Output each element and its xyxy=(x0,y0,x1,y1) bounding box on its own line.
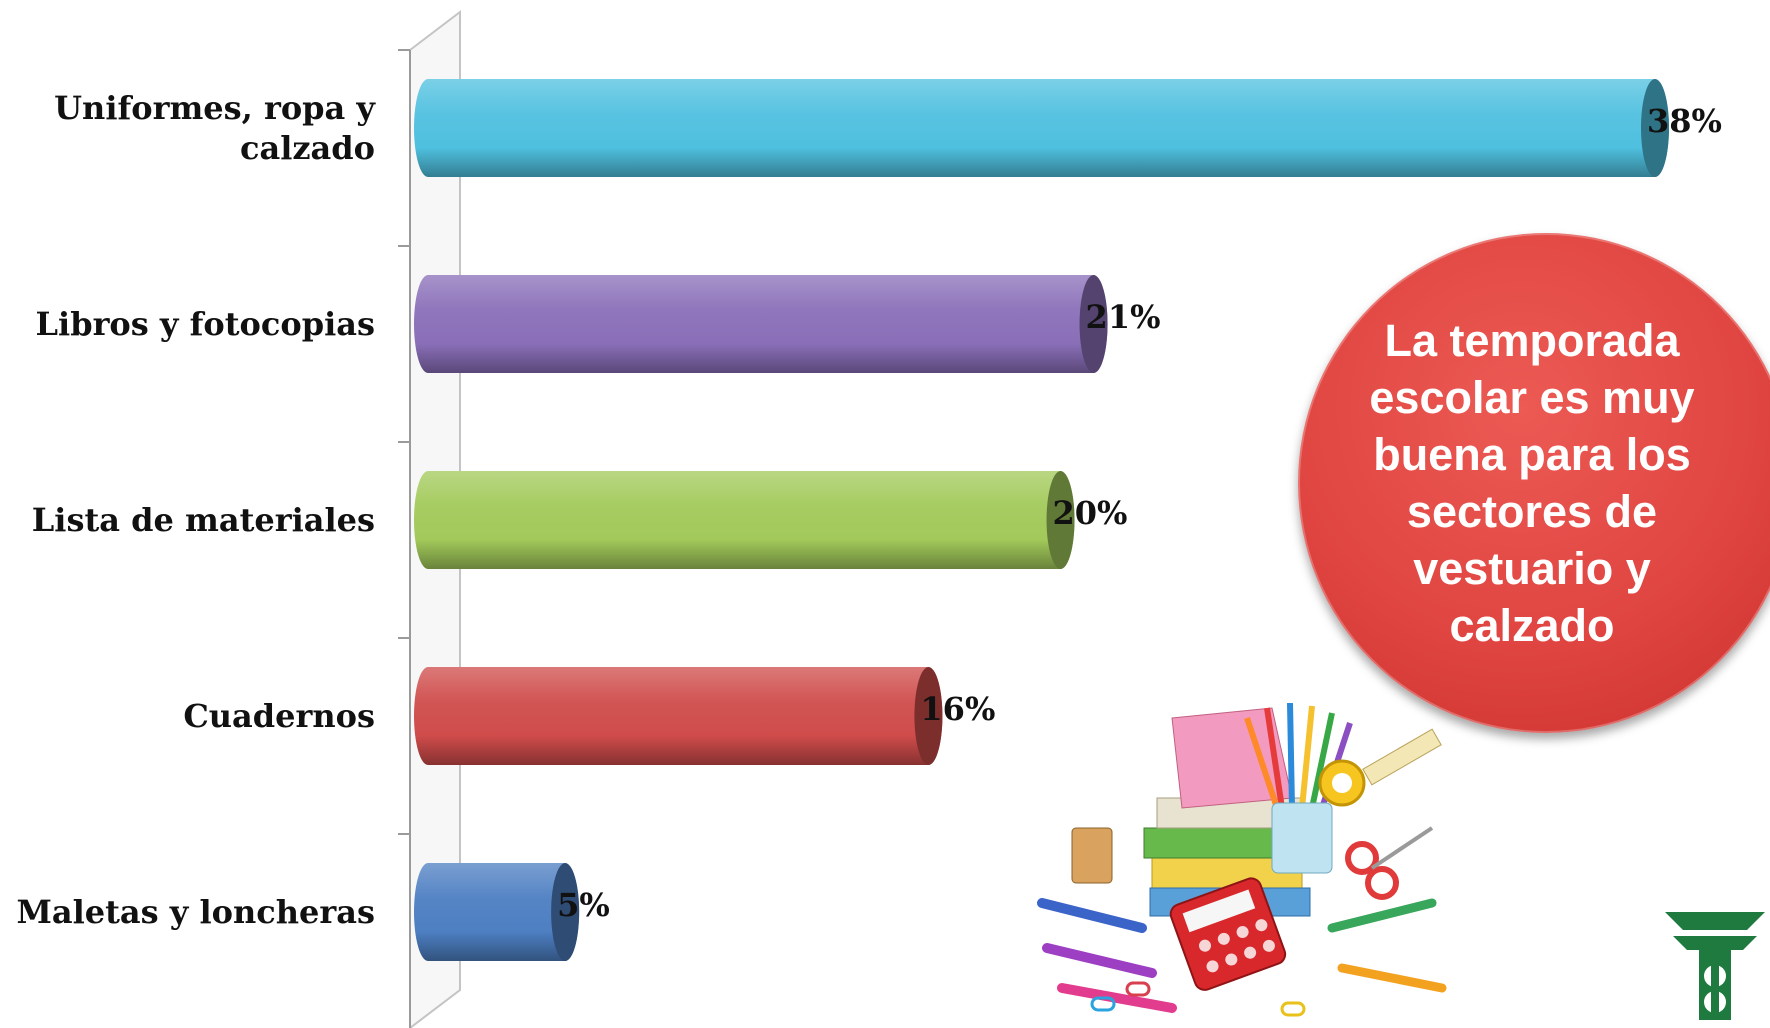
bar xyxy=(414,863,580,961)
bar xyxy=(414,275,1108,373)
bar-end-cap xyxy=(1641,79,1669,177)
bars xyxy=(414,79,1669,961)
category-label: Cuadernos xyxy=(183,697,375,735)
bar-end-cap xyxy=(551,863,580,961)
bar-value-label: 5% xyxy=(557,886,610,924)
bar-end-cap xyxy=(1079,275,1108,373)
bar-value-label: 20% xyxy=(1052,494,1128,532)
callout-circle: La temporada escolar es muy buena para l… xyxy=(1298,233,1770,733)
school-supplies-illustration xyxy=(1037,702,1447,1017)
bar-end-cap xyxy=(1046,471,1075,569)
green-logo-icon xyxy=(1665,912,1765,1020)
bar-value-label: 16% xyxy=(920,690,996,728)
bar-end-cap xyxy=(914,667,943,765)
bar xyxy=(414,79,1669,177)
callout-text: La temporada escolar es muy buena para l… xyxy=(1369,315,1695,651)
category-label: Uniformes, ropa y calzado xyxy=(54,89,375,167)
category-label: Maletas y loncheras xyxy=(16,893,375,931)
category-label: Libros y fotocopias xyxy=(35,305,375,343)
bar-value-label: 38% xyxy=(1647,102,1722,140)
bar xyxy=(414,667,943,765)
category-label: Lista de materiales xyxy=(31,501,375,539)
bar xyxy=(414,471,1075,569)
bar-value-label: 21% xyxy=(1085,298,1161,336)
